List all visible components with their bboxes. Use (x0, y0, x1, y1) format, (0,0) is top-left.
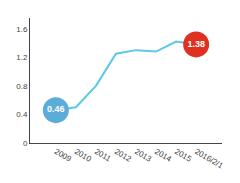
svg-text:2016/2/1: 2016/2/1 (193, 147, 225, 171)
svg-text:2013: 2013 (133, 147, 153, 164)
svg-text:0.4: 0.4 (16, 110, 28, 119)
svg-text:2014: 2014 (153, 147, 173, 164)
svg-text:2011: 2011 (93, 147, 113, 164)
svg-text:2015: 2015 (173, 147, 193, 164)
svg-text:1.38: 1.38 (187, 39, 205, 49)
svg-text:1.6: 1.6 (16, 25, 28, 34)
svg-text:1.2: 1.2 (16, 53, 28, 62)
svg-text:2010: 2010 (73, 147, 93, 164)
svg-text:0.8: 0.8 (16, 82, 28, 91)
svg-text:0: 0 (23, 139, 28, 148)
svg-text:2009: 2009 (53, 147, 73, 164)
svg-text:0.46: 0.46 (47, 104, 65, 114)
svg-text:2012: 2012 (113, 147, 133, 164)
